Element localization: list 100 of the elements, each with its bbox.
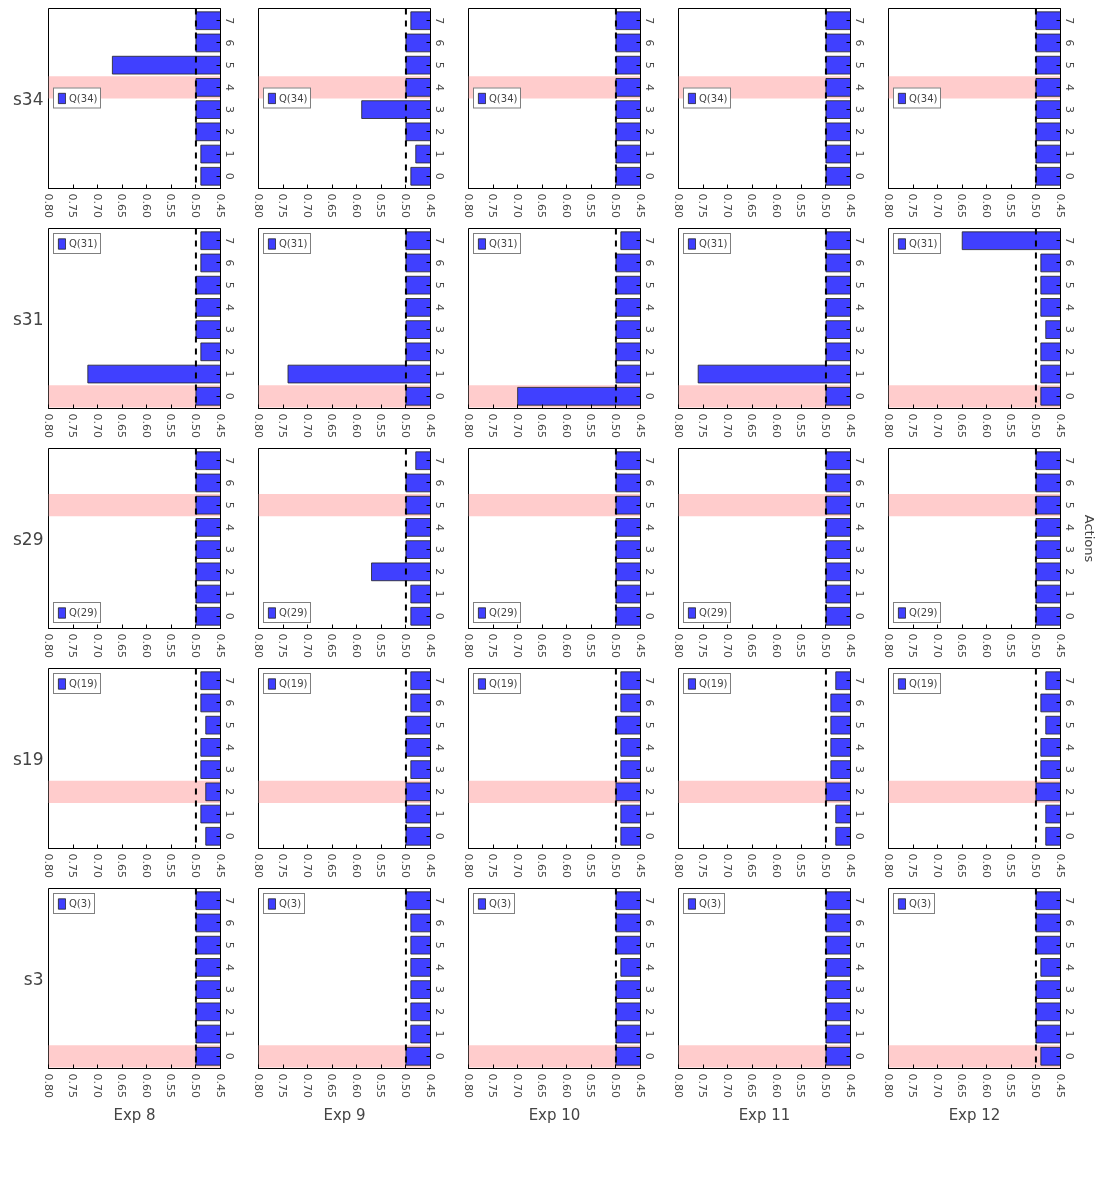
y-tick-label: 1 [852,150,866,158]
x-tick-label: 0.45 [423,413,437,438]
y-tick-label: 7 [852,457,866,465]
x-tick-label: 0.50 [818,633,832,658]
y-tick-label: 7 [432,457,446,465]
y-tick-label: 6 [642,699,656,707]
legend-label: Q(3) [69,898,92,909]
x-axis-title: Exp 9 [323,1105,366,1124]
x-tick-label: 0.60 [139,413,153,438]
x-tick-label: 0.80 [461,633,475,658]
x-tick-label: 0.45 [213,413,227,438]
x-tick-label: 0.70 [720,633,734,658]
y-tick-label: 0 [852,612,866,620]
x-tick-label: 0.45 [1053,413,1067,438]
y-tick-label: 0 [642,612,656,620]
x-tick-label: 0.80 [41,193,55,218]
x-tick-label: 0.70 [720,413,734,438]
y-tick-label: 5 [432,281,446,289]
y-tick-label: 0 [1062,172,1076,180]
x-tick-label: 0.65 [955,853,969,878]
x-tick-label: 0.55 [584,193,598,218]
y-axis-title: s29 [13,528,44,549]
y-tick-label: 1 [432,590,446,598]
x-tick-label: 0.45 [633,853,647,878]
x-tick-label: 0.80 [881,1073,895,1098]
x-tick-label: 0.55 [164,633,178,658]
x-tick-label: 0.60 [979,633,993,658]
x-tick-label: 0.80 [461,853,475,878]
y-tick-label: 1 [852,590,866,598]
x-tick-label: 0.55 [794,853,808,878]
y-tick-label: 3 [1062,326,1076,334]
y-tick-label: 6 [1062,259,1076,267]
x-tick-label: 0.60 [559,193,573,218]
x-tick-label: 0.70 [720,193,734,218]
y-tick-label: 7 [642,677,656,685]
x-tick-label: 0.70 [510,413,524,438]
x-tick-label: 0.60 [559,853,573,878]
y-tick-label: 5 [432,501,446,509]
y-tick-label: 4 [642,743,656,751]
y-tick-label: 2 [222,568,236,576]
x-tick-label: 0.50 [188,853,202,878]
x-tick-label: 0.75 [276,633,290,658]
x-tick-label: 0.60 [559,1073,573,1098]
x-tick-label: 0.80 [671,853,685,878]
y-tick-label: 4 [432,523,446,531]
x-tick-label: 0.45 [423,853,437,878]
y-tick-label: 0 [222,1052,236,1060]
y-axis-title: s31 [13,308,44,329]
text: Q(19) [909,678,938,689]
x-tick-label: 0.80 [41,413,55,438]
x-tick-label: 0.70 [300,193,314,218]
x-tick-label: 0.80 [461,413,475,438]
x-tick-label: 0.70 [930,633,944,658]
x-tick-label: 0.55 [584,853,598,878]
y-tick-label: 0 [1062,612,1076,620]
x-tick-label: 0.80 [251,413,265,438]
x-tick-label: 0.55 [374,413,388,438]
x-tick-label: 0.45 [843,633,857,658]
y-tick-label: 2 [852,128,866,136]
y-tick-label: 7 [642,17,656,25]
x-tick-label: 0.60 [139,853,153,878]
x-tick-label: 0.75 [66,413,80,438]
text: Q(31) [699,238,728,249]
y-tick-label: 6 [642,479,656,487]
y-tick-label: 4 [852,523,866,531]
y-tick-label: 2 [1062,568,1076,576]
y-tick-label: 2 [642,128,656,136]
y-tick-label: 5 [852,281,866,289]
y-tick-label: 4 [1062,963,1076,971]
y-tick-label: 5 [1062,501,1076,509]
y-tick-label: 2 [432,568,446,576]
y-tick-label: 6 [1062,919,1076,927]
x-tick-label: 0.50 [818,853,832,878]
legend-label: Q(34) [909,92,938,104]
y-tick-label: 4 [642,963,656,971]
y-tick-label: 6 [642,919,656,927]
legend-label: Q(3) [699,898,722,909]
y-tick-label: 5 [852,501,866,509]
y-tick-label: 6 [222,259,236,267]
y-tick-label: 6 [1062,479,1076,487]
x-tick-label: 0.50 [188,193,202,218]
y-tick-label: 3 [432,106,446,114]
x-tick-label: 0.60 [349,853,363,878]
y-tick-label: 0 [432,172,446,180]
y-tick-label: 3 [222,326,236,334]
y-tick-label: 1 [222,370,236,378]
y-tick-label: 2 [222,128,236,136]
x-tick-label: 0.70 [930,1073,944,1098]
y-tick-label: 4 [1062,303,1076,311]
x-tick-label: 0.70 [90,413,104,438]
x-tick-label: 0.60 [769,1073,783,1098]
y-tick-label: 0 [1062,832,1076,840]
y-tick-label: 0 [852,392,866,400]
x-tick-label: 0.65 [955,193,969,218]
x-tick-label: 0.80 [881,413,895,438]
x-tick-label: 0.75 [486,193,500,218]
x-tick-label: 0.50 [188,413,202,438]
x-tick-label: 0.45 [633,193,647,218]
y-tick-label: 1 [642,1030,656,1038]
y-tick-label: 7 [222,17,236,25]
